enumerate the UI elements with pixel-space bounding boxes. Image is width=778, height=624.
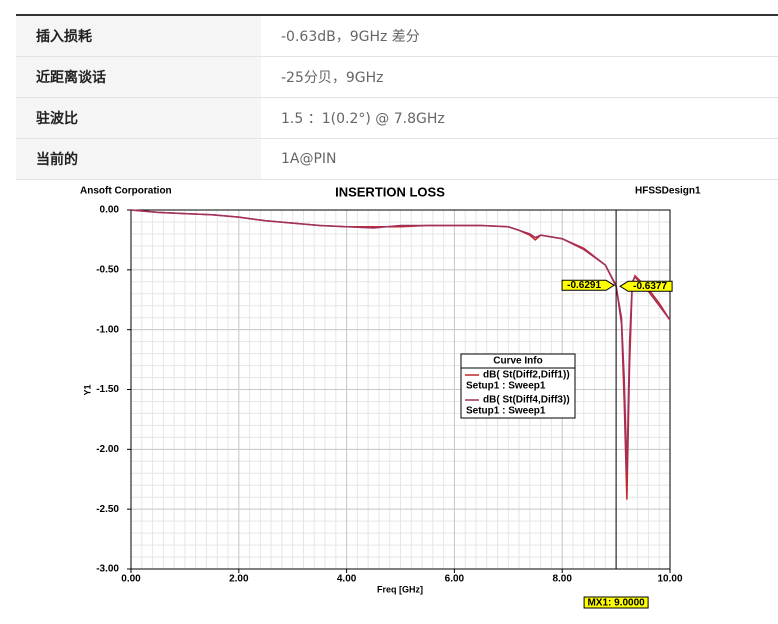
chart: Ansoft Corporation INSERTION LOSS HFSSDe…	[80, 184, 701, 609]
y-tick-label: -2.50	[96, 504, 119, 515]
x-label: Freq [GHz]	[377, 584, 423, 594]
marker-flag	[561, 279, 616, 291]
y-tick-label: -3.00	[96, 564, 119, 575]
legend-title: Curve Info	[493, 356, 542, 367]
chart-title: INSERTION LOSS	[335, 184, 445, 199]
label-cell: 驻波比	[16, 97, 261, 139]
legend-entry: dB( St(Diff4,Diff3))	[483, 395, 570, 406]
design: HFSSDesign1	[635, 186, 701, 197]
row: 驻波比 1.5 ：1(0.2°) @ 7.8GHz	[16, 97, 778, 139]
y-tick-label: 0.00	[100, 205, 120, 216]
series-line	[130, 209, 671, 474]
marker-value: -0.6291	[567, 280, 601, 291]
row: 插入损耗 -0.63dB，9GHz 差分	[16, 15, 778, 57]
label-cell: 插入损耗	[16, 15, 261, 57]
marker-label: MX1: 9.0000	[587, 598, 645, 609]
y-tick-label: -1.50	[96, 384, 119, 395]
x-tick-label: 2.00	[229, 574, 249, 585]
label-cell: 当前的	[16, 138, 261, 180]
legend-sweep: Setup1 : Sweep1	[466, 406, 546, 417]
value-cell: -0.63dB，9GHz 差分	[261, 15, 778, 57]
value-cell: 1.5 ：1(0.2°) @ 7.8GHz	[261, 97, 778, 139]
legend	[460, 353, 576, 419]
y-tick-label: -2.00	[96, 444, 119, 455]
y-label: Y1	[82, 384, 92, 395]
legend-sweep: Setup1 : Sweep1	[466, 381, 546, 392]
row: 当前的 1A@PIN	[16, 138, 778, 180]
legend-entry: dB( St(Diff2,Diff1))	[483, 370, 570, 381]
y-tick-label: -0.50	[96, 264, 119, 275]
y-tick-label: -1.00	[96, 324, 119, 335]
marker-flag	[619, 280, 673, 292]
x-tick-label: 0.00	[121, 574, 141, 585]
value-cell: -25分贝，9GHz	[261, 56, 778, 98]
x-tick-label: 6.00	[445, 574, 465, 585]
spec-table: 插入损耗 -0.63dB，9GHz 差分 近距离谈话 -25分贝，9GHz 驻波比 1.5…	[16, 14, 778, 180]
marker-box	[583, 596, 649, 609]
x-tick-label: 10.00	[657, 574, 682, 585]
x-tick-label: 4.00	[337, 574, 357, 585]
x-tick-label: 8.00	[552, 574, 572, 585]
plot-border	[130, 209, 671, 570]
company: Ansoft Corporation	[80, 186, 172, 197]
label-cell: 近距离谈话	[16, 56, 261, 98]
row: 近距离谈话 -25分贝，9GHz	[16, 56, 778, 98]
value-cell: 1A@PIN	[261, 138, 778, 180]
marker-value: -0.6377	[633, 281, 667, 292]
